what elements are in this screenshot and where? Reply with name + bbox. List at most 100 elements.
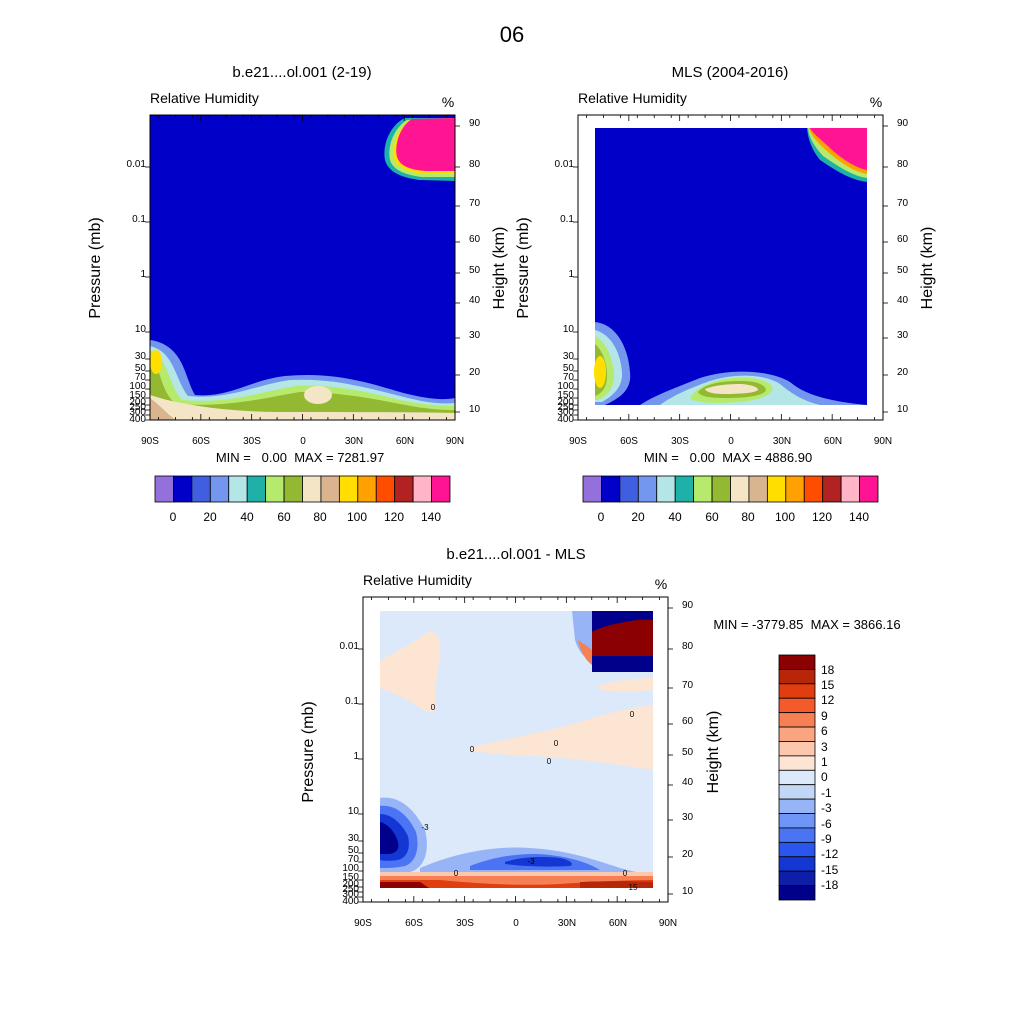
x-tick-label: 60S xyxy=(192,436,210,447)
colorbar-swatch xyxy=(394,475,414,503)
colorbar-label: -12 xyxy=(821,847,839,861)
colorbar-swatch xyxy=(173,475,193,503)
y-right-tick-label: 30 xyxy=(897,330,909,341)
colorbar-label: 1 xyxy=(821,755,828,769)
colorbar-swatch xyxy=(320,475,340,503)
x-tick-label: 0 xyxy=(300,436,306,447)
panel-model-units: % xyxy=(442,94,454,110)
colorbar-swatch xyxy=(778,769,816,786)
y-right-tick-label: 50 xyxy=(897,265,909,276)
y-right-tick-label: 10 xyxy=(469,404,481,415)
x-tick-label: 30S xyxy=(243,436,261,447)
colorbar-swatch xyxy=(674,475,695,503)
contour-label: 0 xyxy=(454,869,459,878)
panel-diff-plot xyxy=(362,596,669,903)
y-right-tick-label: 10 xyxy=(897,404,909,415)
contour-labels: 0 0 0 0 -3 -3 0 0 0 15 xyxy=(421,703,638,892)
y-right-tick-label: 20 xyxy=(469,367,481,378)
colorbar-swatch xyxy=(859,475,879,503)
colorbar-swatch xyxy=(601,475,621,503)
y-right-axis-label: Height (km) xyxy=(919,227,936,310)
colorbar-swatch xyxy=(246,475,267,503)
colorbar-swatch xyxy=(778,697,816,714)
colorbar xyxy=(154,475,451,503)
contour-fill-southern-core xyxy=(594,356,606,388)
x-tick-label: 30N xyxy=(345,436,363,447)
y-tick-label: 50 xyxy=(563,363,575,374)
colorbar-label: -18 xyxy=(821,878,839,892)
contour-fill-positive xyxy=(470,705,653,770)
colorbar-swatch xyxy=(840,475,860,503)
panel-diff: b.e21....ol.001 - MLS Relative Humidity … xyxy=(300,546,901,929)
y-right-tick-label: 90 xyxy=(897,118,909,129)
y-tick-label: 1 xyxy=(568,269,574,280)
axis-ticks xyxy=(145,115,888,903)
contour-fill-tropneg xyxy=(505,857,572,867)
colorbar-swatch xyxy=(302,475,322,503)
colorbar-label: -1 xyxy=(821,786,832,800)
colorbar-label: 18 xyxy=(821,663,835,677)
colorbar-label: 140 xyxy=(421,510,441,524)
y-right-tick-label: 80 xyxy=(682,641,694,652)
contour-fill-northcap xyxy=(592,611,653,632)
contour-fill-lowpos xyxy=(380,882,430,888)
colorbar-swatch xyxy=(338,475,359,503)
y-tick-label: 70 xyxy=(135,372,147,383)
colorbar-swatch xyxy=(778,712,816,728)
colorbar-swatch xyxy=(748,475,768,503)
colorbar-swatch xyxy=(730,475,750,503)
panel-diff-title: b.e21....ol.001 - MLS xyxy=(446,546,585,563)
colorbar-swatch xyxy=(778,798,816,814)
y-tick-label: 0.1 xyxy=(345,696,359,707)
panel-model: b.e21....ol.001 (2-19) Relative Humidity… xyxy=(87,64,508,524)
x-tick-labels: 90S 60S 30S 0 30N 60N 90N xyxy=(141,436,464,447)
colorbar-swatch xyxy=(778,784,816,800)
x-tick-label: 60S xyxy=(405,918,423,929)
colorbar-swatch xyxy=(228,475,248,503)
y-right-tick-label: 80 xyxy=(897,159,909,170)
colorbar-swatch xyxy=(778,741,816,757)
panel-mls: MLS (2004-2016) Relative Humidity % 90S … xyxy=(515,64,936,524)
y-tick-label: 50 xyxy=(135,363,147,374)
contour-label: 0 xyxy=(623,869,628,878)
stats-label: MIN = -3779.85 MAX = 3866.16 xyxy=(713,617,900,632)
x-tick-label: 0 xyxy=(728,436,734,447)
colorbar-label: 6 xyxy=(821,724,828,738)
y-tick-label: 150 xyxy=(129,390,146,401)
panel-model-subtitle: Relative Humidity xyxy=(150,90,259,106)
x-tick-labels: 90S 60S 30S 0 30N 60N 90N xyxy=(569,436,892,447)
colorbar-swatch xyxy=(778,856,816,872)
colorbar-swatch xyxy=(778,827,816,843)
panel-model-plot xyxy=(149,114,456,421)
y-right-tick-label: 80 xyxy=(469,159,481,170)
colorbar-swatch xyxy=(778,669,816,685)
colorbar-label: 80 xyxy=(313,510,327,524)
y-right-tick-label: 40 xyxy=(682,777,694,788)
colorbar-label: 20 xyxy=(203,510,217,524)
contour-fill-lowlevel xyxy=(150,398,176,420)
y-right-tick-label: 40 xyxy=(469,295,481,306)
colorbar-label: 100 xyxy=(775,510,795,524)
y-tick-label: 10 xyxy=(135,324,147,335)
y-right-tick-label: 60 xyxy=(469,234,481,245)
y-tick-label: 200 xyxy=(129,397,146,408)
colorbar-swatch xyxy=(785,475,805,503)
colorbar-label: 20 xyxy=(631,510,645,524)
x-tick-label: 30N xyxy=(558,918,576,929)
y-right-tick-labels: 90 80 70 60 50 40 30 20 10 xyxy=(897,118,909,415)
colorbar-swatch xyxy=(693,475,713,503)
y-tick-label: 0.1 xyxy=(132,214,146,225)
y-tick-labels: 0.01 0.1 1 10 30 50 70 100 150 200 250 3… xyxy=(555,159,575,425)
y-right-tick-label: 30 xyxy=(469,330,481,341)
y-right-tick-label: 70 xyxy=(682,680,694,691)
y-right-tick-label: 90 xyxy=(682,600,694,611)
colorbar-label: 120 xyxy=(812,510,832,524)
contour-fill-southneg xyxy=(380,822,399,854)
y-tick-label: 300 xyxy=(129,407,146,418)
stats-label: MIN = 0.00 MAX = 4886.90 xyxy=(644,450,812,465)
y-right-tick-label: 70 xyxy=(469,198,481,209)
colorbar-label: -6 xyxy=(821,817,832,831)
contour-fill-lowpos xyxy=(580,881,653,888)
contour-label: 0 xyxy=(431,703,436,712)
